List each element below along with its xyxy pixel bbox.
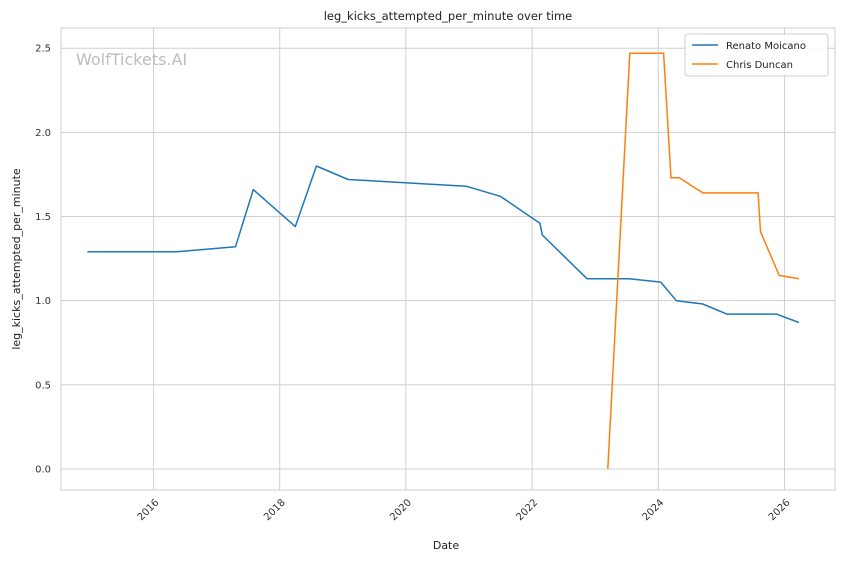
x-axis-label: Date	[433, 539, 460, 552]
y-axis-label: leg_kicks_attempted_per_minute	[10, 168, 23, 350]
grid	[61, 28, 835, 490]
legend-entry-renato-moicano: Renato Moicano	[726, 41, 806, 52]
x-tick-label: 2018	[262, 497, 288, 523]
x-tick-label: 2016	[136, 497, 162, 523]
legend: Renato Moicano Chris Duncan	[684, 33, 829, 77]
x-axis-ticks: 2016 2018 2020 2022 2024 2026	[136, 497, 793, 523]
y-tick-label: 1.5	[35, 212, 51, 223]
x-tick-label: 2020	[388, 497, 414, 523]
y-tick-label: 1.0	[35, 296, 51, 307]
y-axis-ticks: 0.0 0.5 1.0 1.5 2.0 2.5	[35, 44, 51, 476]
y-tick-label: 0.5	[35, 380, 51, 391]
legend-box	[684, 33, 829, 77]
legend-entry-chris-duncan: Chris Duncan	[726, 60, 793, 71]
y-tick-label: 0.0	[35, 464, 51, 475]
series-line-chris-duncan	[607, 52, 800, 470]
plot-frame	[60, 27, 836, 491]
y-tick-label: 2.5	[35, 44, 51, 55]
chart-title: leg_kicks_attempted_per_minute over time	[324, 9, 573, 23]
x-tick-label: 2026	[767, 497, 793, 523]
x-tick-label: 2022	[514, 497, 540, 523]
y-tick-label: 2.0	[35, 128, 51, 139]
watermark: WolfTickets.AI	[76, 50, 187, 69]
series-layer	[87, 52, 800, 470]
series-line-renato-moicano	[87, 165, 800, 324]
x-tick-label: 2024	[641, 497, 667, 523]
